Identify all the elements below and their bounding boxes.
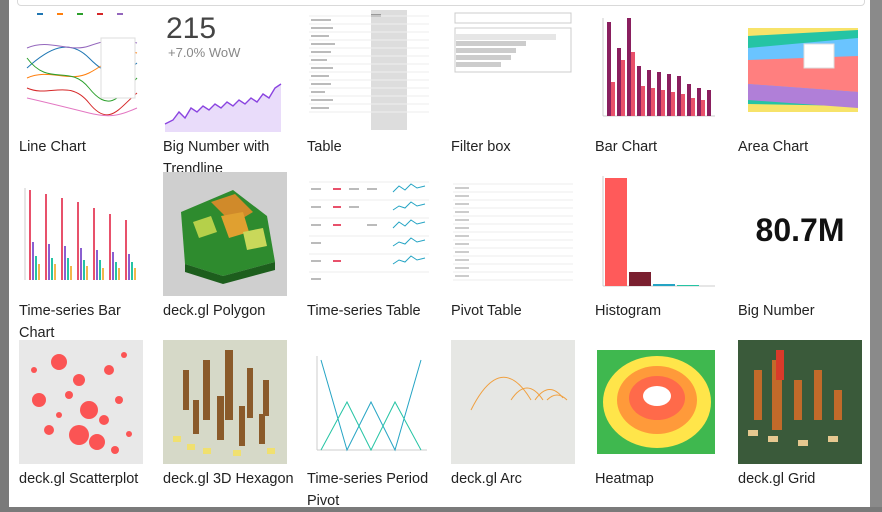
pivot-table-thumbnail (451, 172, 575, 296)
viz-card-label: deck.gl 3D Hexagon (163, 471, 294, 487)
viz-card-label: deck.gl Scatterplot (19, 471, 139, 487)
big-number-value: 80.7M (755, 212, 845, 248)
viz-card-label: Pivot Table (451, 303, 522, 319)
heatmap-thumbnail (595, 340, 719, 464)
area-chart-thumbnail (738, 8, 862, 132)
viz-card-label: Area Chart (738, 139, 809, 155)
big-number-thumbnail: 80.7M (738, 172, 862, 296)
viz-card-label: deck.gl Grid (738, 471, 816, 487)
deckgl-arc-thumbnail (451, 340, 575, 464)
deckgl-scatterplot-thumbnail (19, 340, 143, 464)
viz-card-label: Heatmap (595, 471, 654, 487)
deckgl-polygon-thumbnail (163, 172, 287, 296)
big-number-delta: +7.0% WoW (168, 45, 241, 60)
viz-card-label: Bar Chart (595, 139, 658, 155)
big-number-value: 215 (166, 12, 216, 45)
viz-card-label: Time-series Bar Chart (19, 303, 121, 341)
line-chart-thumbnail (19, 8, 143, 132)
scrollbar[interactable] (870, 0, 882, 507)
table-thumbnail (307, 8, 431, 132)
deckgl-3d-hexagon-thumbnail (163, 340, 287, 464)
histogram-thumbnail (595, 172, 719, 296)
bar-chart-thumbnail (595, 8, 719, 132)
viz-card-label: deck.gl Polygon (163, 303, 266, 319)
viz-card-label: Table (307, 139, 342, 155)
viz-card-label: Time-series Table (307, 303, 421, 319)
viz-card-label: Histogram (595, 303, 662, 319)
viz-card-label: Big Number (738, 303, 815, 319)
viz-gallery-panel (9, 0, 870, 507)
viz-card-label: Time-series Period Pivot (307, 471, 429, 509)
deckgl-grid-thumbnail (738, 340, 862, 464)
viz-card-label: Filter box (451, 139, 511, 155)
search-bar-edge (17, 0, 865, 6)
time-series-table-thumbnail (307, 172, 431, 296)
viz-card-label: Line Chart (19, 139, 86, 155)
filter-box-thumbnail (451, 8, 575, 132)
big-number-trendline-thumbnail: 215 +7.0% WoW (163, 8, 287, 132)
time-series-period-pivot-thumbnail (307, 340, 431, 464)
time-series-bar-thumbnail (19, 172, 143, 296)
viz-card-label: deck.gl Arc (451, 471, 522, 487)
